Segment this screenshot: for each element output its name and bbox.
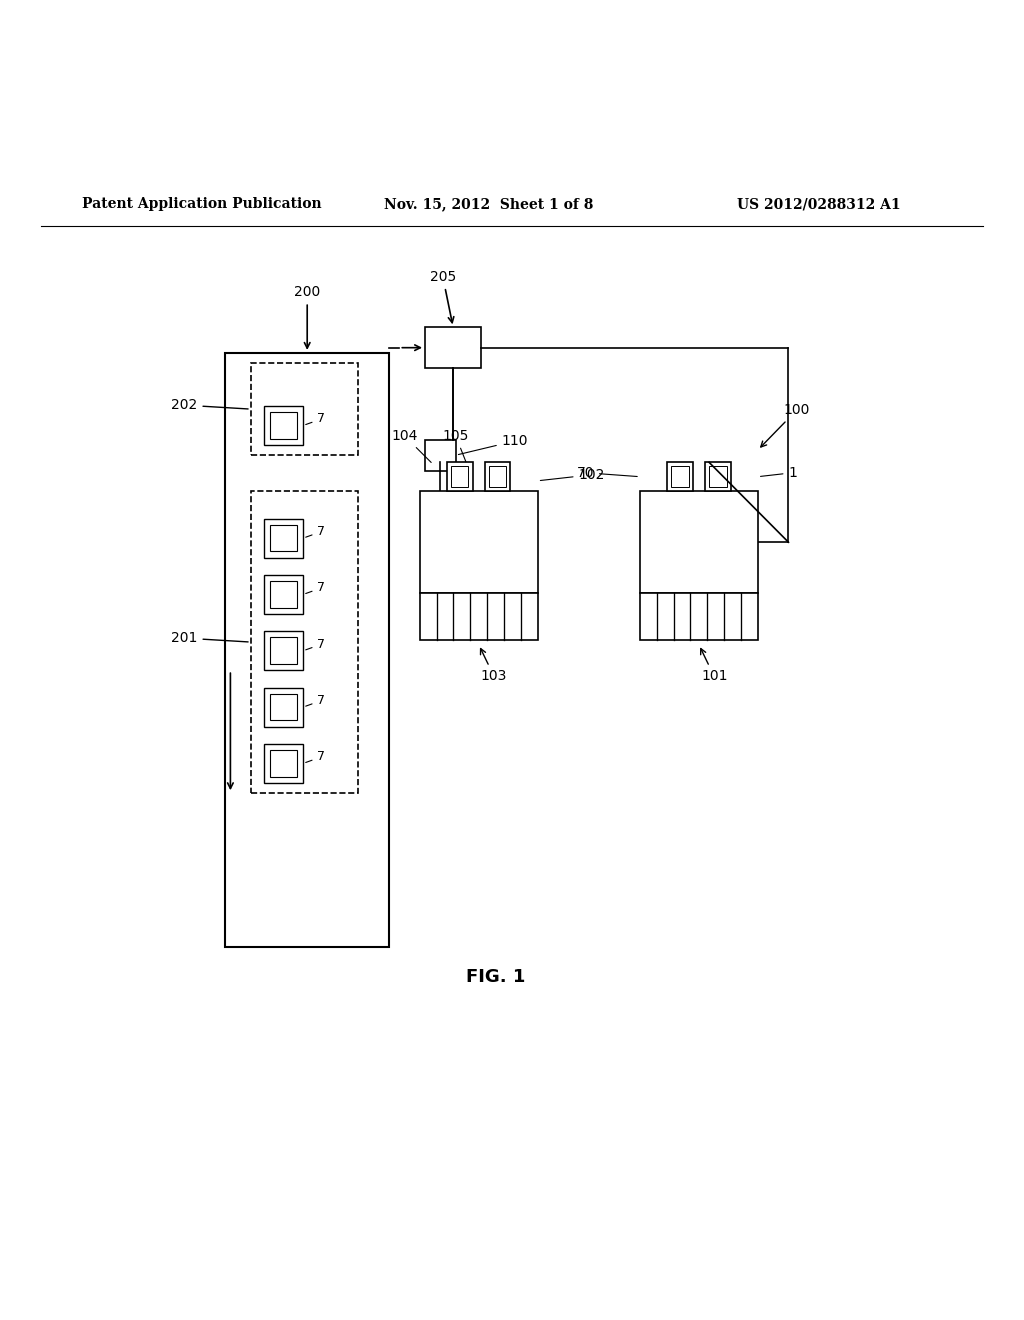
Text: 104: 104 (391, 429, 431, 462)
Bar (270, 750, 297, 776)
Text: Patent Application Publication: Patent Application Publication (82, 197, 322, 211)
Text: 7: 7 (306, 525, 326, 539)
Text: 103: 103 (480, 648, 507, 684)
Text: FIG. 1: FIG. 1 (466, 969, 525, 986)
Text: 100: 100 (761, 403, 810, 447)
Text: 7: 7 (306, 581, 326, 594)
Bar (640, 491, 758, 594)
Bar (640, 594, 758, 639)
Bar (270, 694, 297, 721)
Bar (225, 352, 389, 946)
Text: 7: 7 (306, 638, 326, 651)
Bar (420, 491, 538, 594)
Text: 105: 105 (442, 429, 469, 462)
Text: US 2012/0288312 A1: US 2012/0288312 A1 (737, 197, 901, 211)
Bar (251, 491, 358, 793)
Bar (270, 638, 297, 664)
Bar (264, 576, 303, 614)
Text: 200: 200 (294, 285, 321, 348)
Bar (709, 466, 727, 487)
Bar (425, 327, 481, 368)
Bar (705, 462, 731, 491)
Text: 102: 102 (541, 467, 605, 482)
Bar (270, 525, 297, 552)
Bar (270, 581, 297, 607)
Bar (251, 363, 358, 455)
Bar (264, 631, 303, 671)
Bar (264, 744, 303, 783)
Text: 7: 7 (306, 750, 326, 763)
Bar (451, 466, 469, 487)
Bar (446, 462, 473, 491)
Text: Nov. 15, 2012  Sheet 1 of 8: Nov. 15, 2012 Sheet 1 of 8 (384, 197, 593, 211)
Bar (270, 412, 297, 438)
Bar (264, 407, 303, 445)
Text: 205: 205 (430, 271, 456, 322)
Bar (489, 466, 507, 487)
Text: 7: 7 (306, 412, 326, 425)
Bar (485, 462, 511, 491)
Text: 201: 201 (171, 631, 248, 645)
Bar (672, 466, 688, 487)
Bar (264, 519, 303, 557)
Text: 101: 101 (700, 648, 727, 684)
Text: 7: 7 (306, 694, 326, 708)
Text: 110: 110 (459, 434, 528, 454)
Text: 1: 1 (761, 466, 798, 479)
Bar (420, 594, 538, 639)
Bar (668, 462, 692, 491)
Bar (264, 688, 303, 726)
Text: 70: 70 (577, 466, 637, 479)
Bar (425, 440, 456, 470)
Text: 202: 202 (171, 399, 248, 412)
